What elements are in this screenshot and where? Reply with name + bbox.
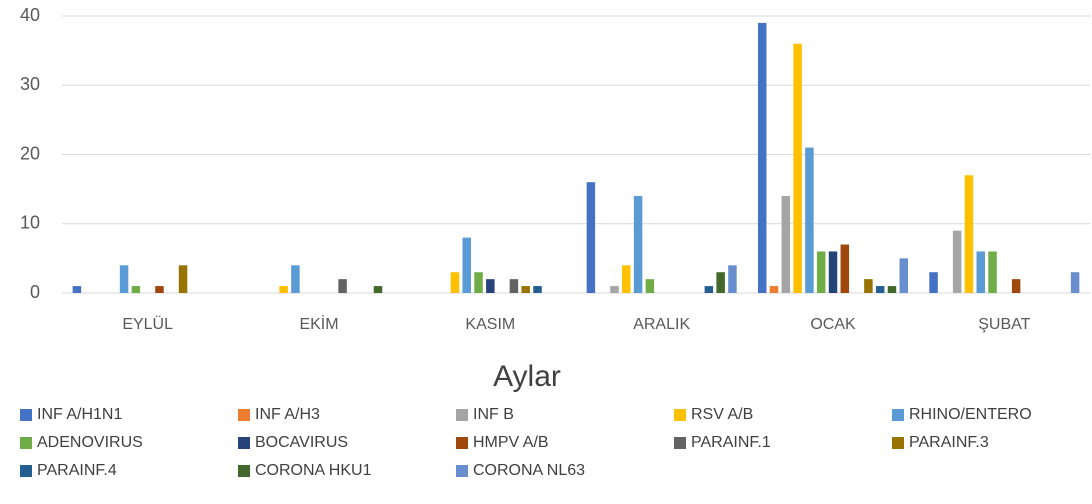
bar: [622, 265, 631, 293]
bar: [864, 279, 873, 293]
bar: [291, 265, 300, 293]
legend-label: RSV A/B: [691, 406, 753, 423]
bar: [793, 43, 802, 294]
bar: [610, 286, 619, 293]
bar: [887, 286, 897, 293]
legend-label: BOCAVIRUS: [255, 434, 348, 451]
bar: [486, 279, 495, 293]
bar: [988, 251, 997, 293]
legend-label: PARAINF.4: [37, 462, 117, 479]
bar: [633, 196, 643, 293]
bar: [450, 272, 460, 293]
legend-swatch: [20, 465, 32, 477]
bar: [1011, 279, 1021, 293]
x-axis-title: Aylar: [493, 360, 561, 393]
bar: [757, 22, 767, 294]
legend-swatch: [238, 465, 250, 477]
legend-label: INF A/H3: [255, 406, 320, 423]
legend-swatch: [674, 409, 686, 421]
legend-swatch: [892, 409, 904, 421]
bar: [704, 286, 714, 293]
bar: [119, 265, 129, 293]
bar: [899, 258, 909, 293]
legend-label: RHINO/ENTERO: [909, 406, 1032, 423]
legend-label: PARAINF.3: [909, 434, 989, 451]
bar: [279, 286, 288, 293]
y-tick-label: 40: [20, 5, 40, 25]
bar: [781, 196, 791, 293]
bar: [509, 279, 519, 293]
x-tick-label: KASIM: [465, 316, 515, 333]
legend-label: CORONA NL63: [473, 462, 585, 479]
bar: [875, 286, 885, 293]
bar: [338, 279, 347, 293]
x-tick-label: ARALIK: [633, 316, 690, 333]
bar: [964, 175, 974, 293]
bar: [131, 286, 141, 293]
bar: [805, 147, 814, 293]
bar: [373, 286, 383, 293]
legend-swatch: [892, 437, 904, 449]
bar: [462, 237, 471, 293]
legend-swatch: [674, 437, 686, 449]
legend-swatch: [456, 409, 468, 421]
y-tick-label: 30: [20, 74, 40, 94]
x-tick-label: EKİM: [299, 314, 338, 333]
legend-swatch: [20, 409, 32, 421]
bar: [72, 286, 82, 293]
legend-label: ADENOVIRUS: [37, 434, 143, 451]
legend-swatch: [456, 437, 468, 449]
bar: [840, 244, 850, 293]
bar: [952, 230, 962, 293]
bar: [728, 265, 737, 293]
legend-swatch: [20, 437, 32, 449]
bar: [816, 251, 826, 293]
bar: [828, 251, 838, 293]
legend-swatch: [238, 409, 250, 421]
legend-label: INF A/H1N1: [37, 406, 122, 423]
bar: [716, 272, 725, 293]
bar: [155, 286, 164, 293]
legend-label: PARAINF.1: [691, 434, 771, 451]
y-tick-label: 20: [20, 143, 40, 163]
bar: [929, 272, 938, 293]
legend-label: INF B: [473, 406, 514, 423]
y-tick-label: 0: [30, 282, 40, 302]
bar: [521, 286, 530, 293]
bar: [645, 279, 655, 293]
x-tick-label: EYLÜL: [122, 315, 173, 333]
x-tick-label: ŞUBAT: [978, 316, 1030, 333]
bar: [474, 272, 483, 293]
legend-label: CORONA HKU1: [255, 462, 372, 479]
bar: [178, 265, 188, 293]
x-tick-label: OCAK: [810, 316, 856, 333]
bar: [1070, 272, 1080, 293]
bar: [533, 286, 542, 293]
bar: [586, 182, 596, 293]
legend-swatch: [456, 465, 468, 477]
legend-swatch: [238, 437, 250, 449]
bar: [769, 286, 779, 293]
bar: [976, 251, 985, 293]
legend-label: HMPV A/B: [473, 434, 549, 451]
y-tick-label: 10: [20, 213, 40, 233]
